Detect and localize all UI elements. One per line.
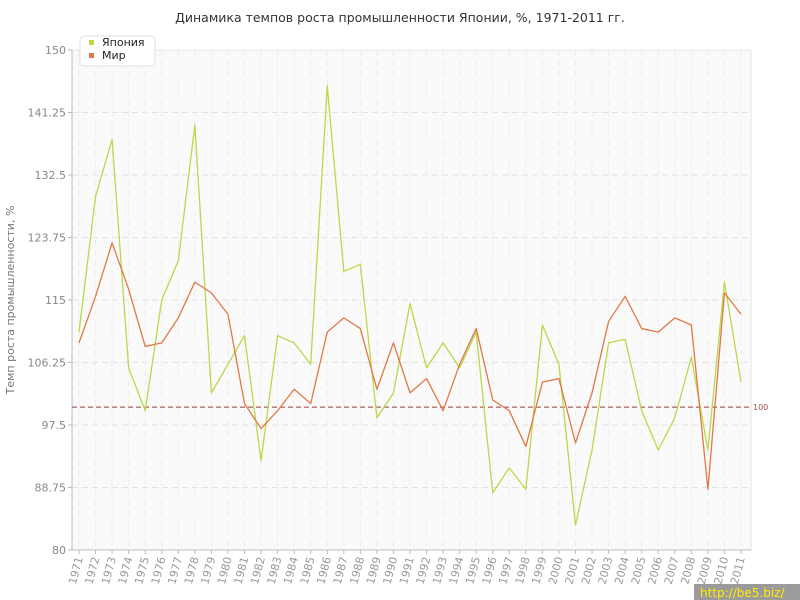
series-line-world bbox=[78, 242, 742, 490]
series-line-japan bbox=[78, 85, 742, 526]
legend-box bbox=[79, 35, 156, 67]
y-tick-label: 106.25 bbox=[28, 357, 67, 370]
legend-label: Япония bbox=[102, 36, 145, 49]
y-axis-label: Темп роста промышленности, % bbox=[4, 206, 17, 396]
watermark: http://be5.biz/ bbox=[694, 584, 800, 600]
series-lines bbox=[78, 85, 742, 526]
legend-swatch bbox=[89, 40, 94, 45]
y-tick-label: 88.75 bbox=[35, 482, 67, 495]
y-axis-ticks: 80 88.75 97.5 106.25 115 123.75 132.5 141.25 150 bbox=[28, 44, 72, 557]
chart-title: Динамика темпов роста промышленности Япо… bbox=[175, 10, 625, 25]
reference-line-group: 100 bbox=[72, 403, 768, 412]
legend-label: Мир bbox=[102, 49, 126, 62]
y-tick-label: 80 bbox=[52, 544, 66, 557]
y-tick-label: 141.25 bbox=[28, 107, 67, 120]
y-tick-label: 150 bbox=[45, 44, 66, 57]
x-axis-ticks: 1971197219731974197519761977197819791980… bbox=[66, 550, 748, 586]
y-tick-label: 132.5 bbox=[35, 169, 67, 182]
x-tick-label: 2011 bbox=[728, 555, 748, 585]
reference-line-label: 100 bbox=[753, 403, 768, 412]
y-tick-label: 115 bbox=[45, 294, 66, 307]
watermark-text: http://be5.biz/ bbox=[700, 586, 785, 600]
legend-swatch bbox=[89, 53, 94, 58]
y-tick-label: 123.75 bbox=[28, 232, 67, 245]
y-tick-label: 97.5 bbox=[42, 419, 67, 432]
